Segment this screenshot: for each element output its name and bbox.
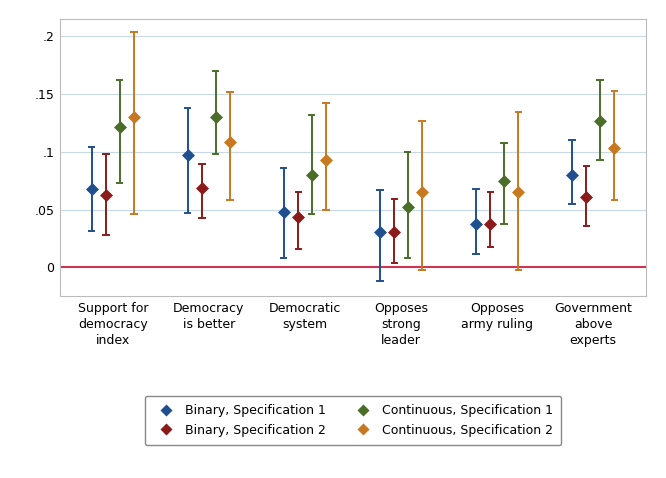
Legend: Binary, Specification 1, Binary, Specification 2, Continuous, Specification 1, C: Binary, Specification 1, Binary, Specifi… [145, 396, 561, 445]
